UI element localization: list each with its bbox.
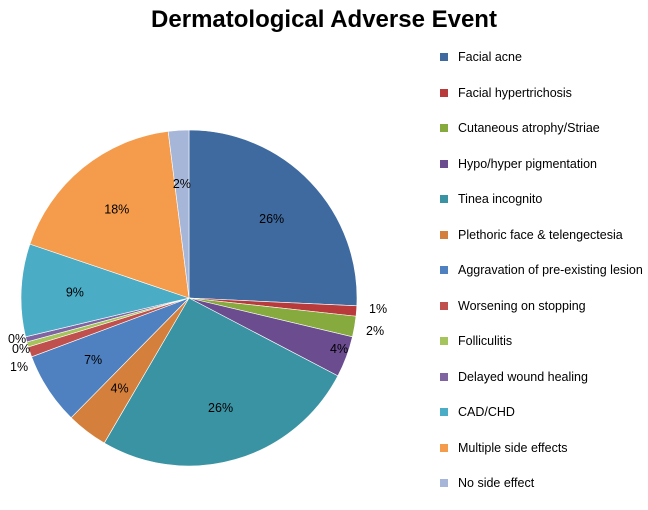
pie-slice-5 <box>103 297 339 467</box>
legend-swatch <box>440 124 448 132</box>
legend-item: Aggravation of pre-existing lesion <box>440 261 645 297</box>
legend-item: Worsening on stopping <box>440 297 645 333</box>
legend-item: Plethoric face & telengectesia <box>440 226 645 262</box>
data-label-11: 9% <box>66 286 84 300</box>
legend-label: Hypo/hyper pigmentation <box>458 156 597 171</box>
pie-slice-11 <box>20 243 191 338</box>
chart-title: Dermatological Adverse Event <box>151 6 497 33</box>
legend: Facial acne Facial hypertrichosis Cutaneou… <box>440 48 645 510</box>
legend-swatch <box>440 337 448 345</box>
legend-item: Facial hypertrichosis <box>440 84 645 120</box>
legend-swatch <box>440 479 448 487</box>
legend-swatch <box>440 195 448 203</box>
legend-label: Aggravation of pre-existing lesion <box>458 263 643 277</box>
legend-item: Folliculitis <box>440 332 645 368</box>
data-label-9: 0% <box>12 342 30 356</box>
legend-swatch <box>440 53 448 61</box>
pie-slice-13 <box>167 129 190 299</box>
data-label-3: 2% <box>366 324 384 338</box>
legend-label: Facial acne <box>458 50 522 64</box>
legend-label: Multiple side effects <box>458 440 568 455</box>
legend-swatch <box>440 443 448 452</box>
legend-swatch <box>440 372 448 381</box>
legend-swatch <box>440 230 448 239</box>
legend-label: Tinea incognito <box>458 192 543 206</box>
legend-label: Worsening on stopping <box>458 298 586 313</box>
legend-item: No side effect <box>440 474 645 510</box>
pie-slices <box>20 129 358 467</box>
legend-label: No side effect <box>458 476 535 490</box>
legend-label: Cutaneous atrophy/Striae <box>458 121 600 135</box>
legend-swatch <box>440 88 448 97</box>
data-label-7: 7% <box>84 353 102 367</box>
legend-swatch <box>440 301 448 310</box>
legend-label: Folliculitis <box>458 334 513 348</box>
data-label-4: 4% <box>330 342 348 356</box>
legend-swatch <box>440 408 448 416</box>
data-label-5: 26% <box>208 401 233 415</box>
legend-item: Tinea incognito <box>440 190 645 226</box>
data-label-12: 18% <box>104 202 129 216</box>
legend-item: Facial acne <box>440 48 645 84</box>
data-label-10: 0% <box>8 332 26 346</box>
legend-item: Hypo/hyper pigmentation <box>440 155 645 191</box>
legend-label: Plethoric face & telengectesia <box>458 227 623 242</box>
legend-swatch <box>440 159 448 168</box>
pie-data-labels: 26% 1% 2% 4% 26% 4% 7% 1% 0%0% 9% 18% 2% <box>8 177 387 415</box>
legend-item: Multiple side effects <box>440 439 645 475</box>
data-label-1: 26% <box>259 212 284 226</box>
data-label-8: 1% <box>10 360 28 374</box>
legend-item: Cutaneous atrophy/Striae <box>440 119 645 155</box>
data-label-6: 4% <box>111 382 129 396</box>
data-label-2: 1% <box>369 302 387 316</box>
data-label-13: 2% <box>173 177 191 191</box>
legend-label: Delayed wound healing <box>458 369 588 384</box>
legend-label: Facial hypertrichosis <box>458 85 572 100</box>
pie-slice-12 <box>29 130 190 299</box>
legend-swatch <box>440 266 448 274</box>
legend-item: Delayed wound healing <box>440 368 645 404</box>
legend-label: CAD/CHD <box>458 405 515 419</box>
legend-item: CAD/CHD <box>440 403 645 439</box>
pie-slice-1 <box>188 129 358 307</box>
